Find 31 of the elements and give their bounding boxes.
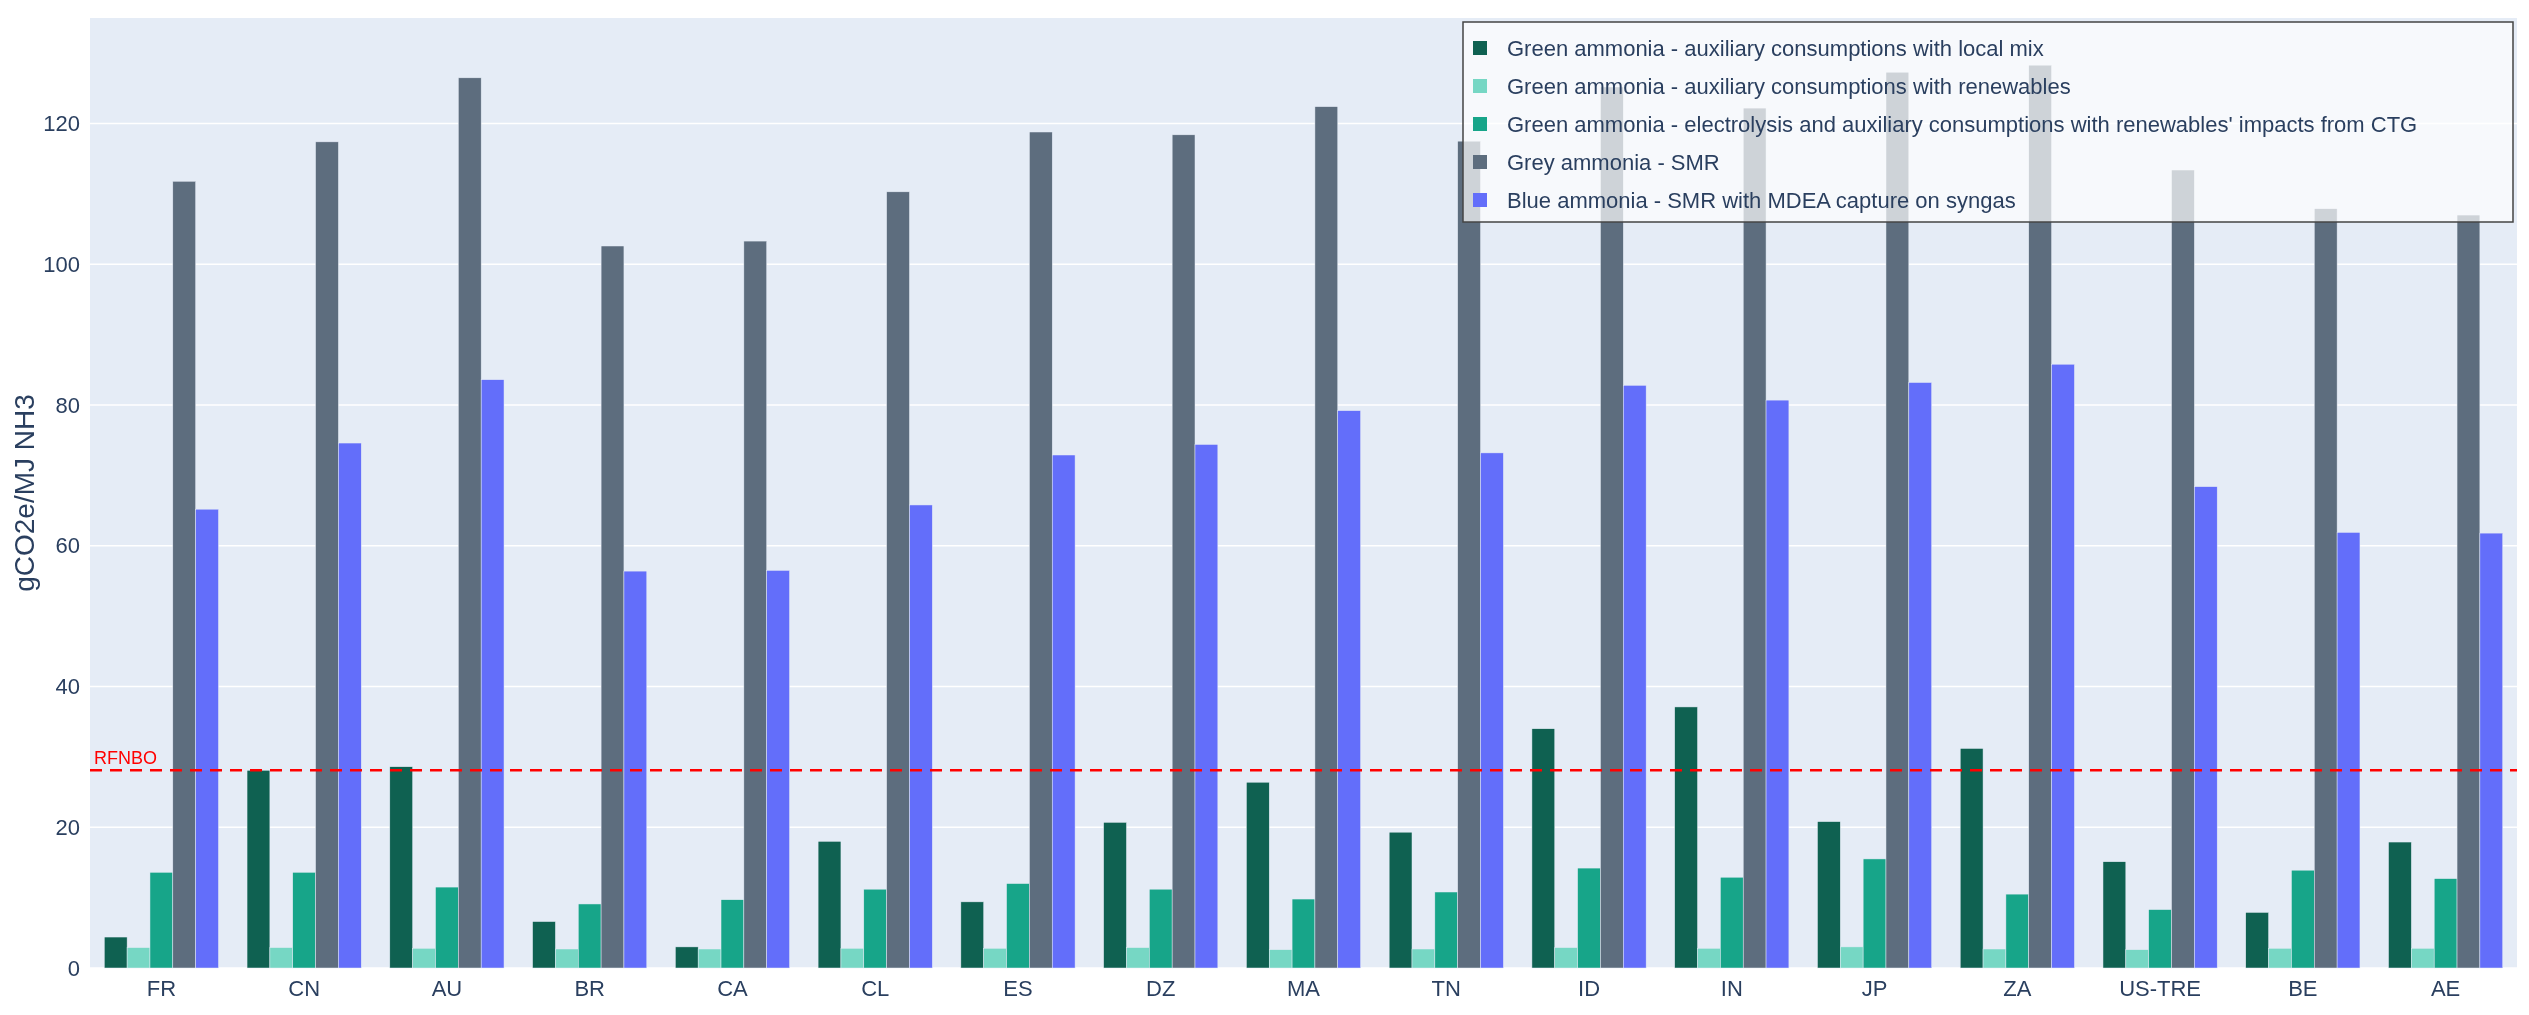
x-tick-label: ES <box>1003 976 1033 1001</box>
y-tick-label: 120 <box>43 111 80 137</box>
y-tick-label: 40 <box>55 674 80 700</box>
x-tick-label: CL <box>861 976 890 1001</box>
y-tick-label: 100 <box>43 252 80 277</box>
y-axis-title: gCO2e/MJ NH3 <box>9 394 40 592</box>
legend-label: Grey ammonia - SMR <box>1507 149 1720 175</box>
legend-label: Blue ammonia - SMR with MDEA capture on syngas <box>1507 187 2016 213</box>
legend-label: Green ammonia - electrolysis and auxiliary consumptions with renewables' impacts from CTG <box>1507 111 2418 137</box>
x-tick-label: TN <box>1431 976 1461 1001</box>
x-tick-label: AE <box>2430 976 2461 1001</box>
x-tick-label: DZ <box>1146 976 1176 1001</box>
y-tick-label: 80 <box>55 392 80 418</box>
x-tick-label: MA <box>1287 976 1321 1001</box>
x-tick-label: ZA <box>2003 976 2032 1001</box>
x-tick-label: AU <box>431 976 463 1001</box>
legend-label: Green ammonia - auxiliary consumptions with renewables <box>1507 73 2071 99</box>
x-tick-label: ID <box>1578 976 1601 1001</box>
x-tick-label: JP <box>1861 976 1888 1001</box>
y-tick-label: 60 <box>55 533 80 559</box>
x-tick-label: US-TRE <box>2119 976 2202 1001</box>
x-tick-label: FR <box>146 976 177 1001</box>
y-tick-label: 20 <box>55 814 80 840</box>
legend-label: Green ammonia - auxiliary consumptions with local mix <box>1507 35 2044 61</box>
x-tick-label: CA <box>717 976 749 1001</box>
x-tick-label: BE <box>2288 976 2318 1001</box>
x-tick-label: IN <box>1720 976 1743 1001</box>
ref-line-label: RFNBO <box>94 748 157 769</box>
y-tick-label: 0 <box>67 955 80 981</box>
x-tick-label: BR <box>574 976 605 1001</box>
x-tick-label: CN <box>288 976 321 1001</box>
